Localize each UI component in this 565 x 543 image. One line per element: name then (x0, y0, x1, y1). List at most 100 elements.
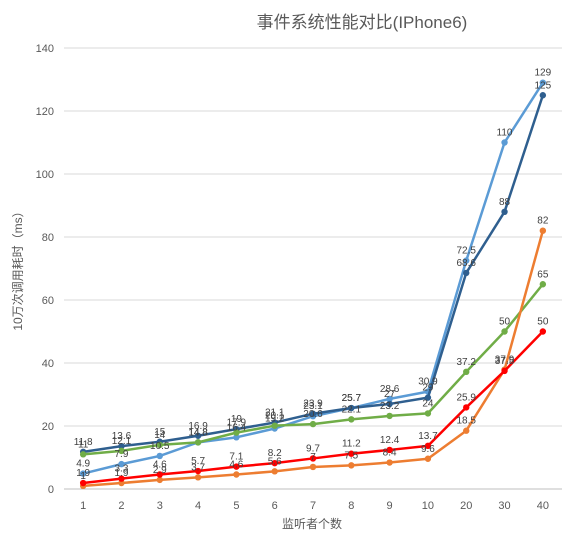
data-label: 30.9 (418, 377, 438, 388)
data-point (386, 400, 393, 408)
data-point (539, 79, 547, 86)
data-point (501, 139, 508, 146)
data-label: 10.5 (150, 441, 170, 452)
data-label: 7.9 (115, 449, 129, 460)
data-point (271, 468, 278, 475)
data-point (463, 257, 470, 264)
data-label: 1.9 (76, 468, 90, 479)
data-label: 9.6 (421, 444, 435, 455)
data-label: 25.7 (342, 393, 362, 404)
data-label: 88 (499, 197, 511, 208)
data-label: 5.7 (191, 456, 205, 467)
data-label: 37.9 (495, 355, 515, 366)
data-label: 20.6 (303, 409, 323, 420)
data-point (386, 459, 393, 466)
data-label: 3.3 (115, 464, 129, 475)
x-tick-label: 40 (537, 500, 549, 512)
data-label: 23.9 (303, 399, 323, 410)
x-tick-label: 4 (195, 500, 201, 512)
data-point (501, 208, 508, 215)
data-point (463, 404, 470, 411)
data-point (156, 471, 163, 478)
y-tick-label: 120 (36, 106, 54, 118)
data-label: 3.7 (191, 462, 205, 473)
data-label: 22.1 (342, 404, 362, 415)
data-point (309, 420, 317, 428)
data-label: 28.6 (380, 384, 400, 395)
data-point (194, 474, 202, 481)
data-point (386, 446, 393, 454)
data-label: 8.4 (383, 448, 397, 459)
x-tick-label: 30 (498, 500, 510, 512)
data-label: 13.7 (418, 431, 438, 442)
x-tick-label: 9 (387, 500, 393, 512)
x-axis-ticks: 1 2 3 4 5 6 7 8 9 10 20 30 40 (80, 500, 549, 512)
data-point (539, 328, 547, 335)
data-label: 17.9 (227, 418, 247, 429)
data-point (118, 460, 125, 468)
y-tick-label: 0 (48, 484, 54, 496)
data-point (463, 427, 470, 434)
data-label: 11.8 (74, 437, 93, 448)
data-label: 24 (422, 398, 434, 409)
x-tick-label: 2 (118, 500, 124, 512)
data-point (271, 459, 278, 467)
data-label: 25.7 (342, 393, 362, 404)
y-tick-label: 60 (42, 295, 54, 307)
data-point (79, 470, 87, 477)
x-tick-label: 1 (80, 500, 86, 512)
data-point (424, 394, 432, 401)
data-label: 12.1 (112, 436, 132, 447)
data-label: 4.9 (76, 459, 90, 470)
data-label: 14.8 (188, 427, 208, 438)
series-2 (79, 281, 547, 458)
data-point (348, 462, 355, 469)
data-label: 4.6 (229, 460, 243, 471)
x-tick-label: 7 (310, 500, 316, 512)
data-point (501, 328, 508, 335)
data-label: 13.6 (112, 431, 132, 442)
data-label: 18.5 (456, 416, 476, 427)
chart-title: 事件系统性能对比(IPhone6) (257, 13, 468, 32)
series-group (79, 79, 547, 490)
data-label: 4.6 (153, 460, 167, 471)
data-label: 72.5 (456, 246, 476, 257)
data-label: 50 (499, 317, 511, 328)
data-point (233, 463, 240, 470)
data-point (156, 452, 163, 460)
data-point (463, 269, 470, 277)
y-tick-label: 20 (42, 421, 54, 433)
data-point (79, 451, 87, 458)
data-point (539, 92, 547, 99)
data-point (348, 450, 355, 457)
x-tick-label: 10 (422, 500, 434, 512)
x-tick-label: 5 (233, 500, 239, 512)
data-point (539, 227, 547, 234)
data-point (539, 281, 547, 288)
data-label: 27 (384, 389, 396, 400)
data-label: 82 (537, 216, 549, 227)
data-label: 50 (537, 317, 549, 328)
data-point (424, 442, 432, 450)
data-point (194, 432, 202, 439)
data-label: 9.7 (306, 443, 320, 454)
data-label: 20.1 (265, 411, 285, 422)
data-label: 110 (497, 128, 513, 139)
data-label: 12.4 (380, 435, 400, 446)
data-label: 29 (422, 383, 434, 394)
x-tick-label: 8 (348, 500, 354, 512)
data-label: 37.2 (456, 357, 476, 368)
data-point (424, 410, 432, 417)
data-point (233, 434, 240, 441)
data-label: 11 (78, 439, 89, 450)
y-axis-ticks: 0 20 40 60 80 100 120 140 (36, 43, 54, 496)
data-point (118, 479, 125, 487)
data-labels: 4.97.910.514.8 16.419.223.125.728.630.972… (74, 68, 552, 482)
data-label: 14.8 (188, 427, 208, 438)
series-line (83, 283, 544, 456)
data-point (194, 467, 202, 475)
data-label: 5.6 (268, 456, 282, 467)
y-tick-label: 100 (36, 169, 54, 181)
data-point (271, 422, 278, 429)
